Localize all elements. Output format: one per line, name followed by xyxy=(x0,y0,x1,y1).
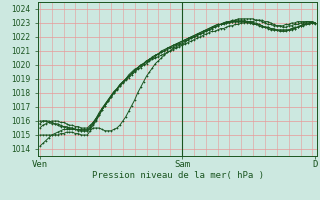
X-axis label: Pression niveau de la mer( hPa ): Pression niveau de la mer( hPa ) xyxy=(92,171,264,180)
